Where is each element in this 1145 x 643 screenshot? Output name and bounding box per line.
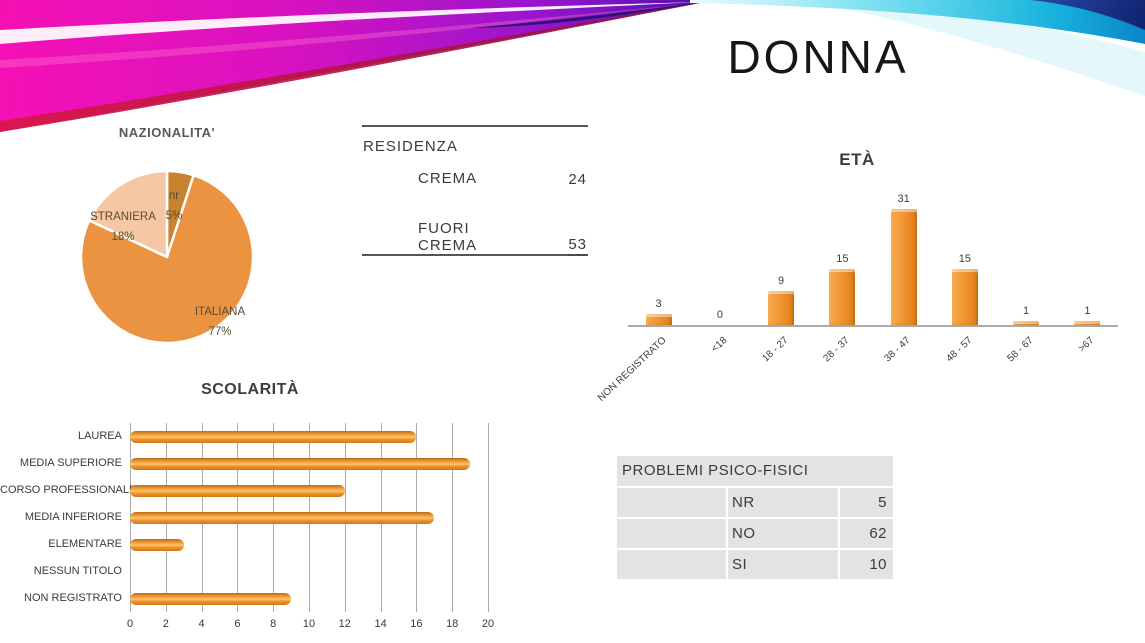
problemi-row-label: SI (728, 550, 838, 579)
eta-value-label: 15 (836, 252, 849, 265)
residenza-title: RESIDENZA (363, 138, 458, 155)
scolarita-axis-tick: 20 (481, 618, 495, 630)
slide-title: DONNA (727, 31, 909, 83)
pie-data-label-ITALIANA: ITALIANA 77% (194, 306, 246, 338)
eta-category-label: >67 (1076, 335, 1097, 355)
pie-data-label-STRANIERA: STRANIERA 18% (90, 211, 156, 243)
problemi-row-label: NO (728, 519, 838, 548)
scolarita-bar-CORSO PROFESSIONALE (130, 484, 345, 497)
eta-value-label: 31 (897, 192, 910, 205)
eta-value-label: 0 (716, 309, 723, 321)
scolarita-axis-tick: 2 (162, 618, 169, 630)
scolarita-gridline (488, 423, 489, 612)
eta-category-label: NON REGISTRATO (595, 335, 669, 404)
eta-value-label: 9 (778, 275, 785, 288)
eta-category-label: 48 - 57 (944, 335, 975, 365)
scolarita-category-label: CORSO PROFESSIONALE (0, 483, 137, 496)
eta-value-label: 1 (1084, 305, 1091, 318)
eta-category-label: <18 (709, 335, 730, 355)
eta-bar->67 (1074, 321, 1101, 325)
ribbon-left-white-streak (0, 2, 700, 44)
residenza-row-value: 24 (568, 171, 587, 188)
scolarita-category-label: LAUREA (77, 429, 122, 442)
scolarita-category-label: ELEMENTARE (48, 537, 122, 550)
eta-bar-28 - 37 (829, 268, 856, 325)
eta-category-label: 18 - 27 (760, 335, 791, 365)
eta-value-label: 1 (1023, 305, 1030, 318)
problemi-row-value: 10 (840, 550, 893, 579)
scolarita-axis-tick: 12 (338, 618, 351, 630)
residenza-table: RESIDENZA CREMA 24 FUORI CREMA 53 (362, 125, 588, 256)
scolarita-category-label: NESSUN TITOLO (33, 564, 122, 577)
table-row: NR 5 (617, 488, 893, 517)
table-row: NO 62 (617, 519, 893, 548)
scolarita-axis-tick: 14 (374, 618, 387, 630)
problemi-row-value: 62 (840, 519, 893, 548)
empty-cell (617, 550, 726, 579)
ribbon-left-crimson-edge (0, 0, 716, 132)
scolarita-gridline (452, 423, 454, 612)
eta-bar-NON REGISTRATO (645, 313, 672, 325)
eta-bar-chart: 3 NON REGISTRATO 0 <18 9 18 - 27 15 28 - 37 31 38… (595, 192, 1118, 404)
eta-bar-58 - 67 (1013, 321, 1040, 325)
scolarita-axis-tick: 6 (234, 618, 241, 630)
eta-category-label: 58 - 67 (1005, 335, 1036, 365)
scolarita-bar-NON REGISTRATO (130, 592, 292, 605)
empty-cell (617, 488, 726, 517)
scolarita-axis-tick: 0 (126, 618, 134, 630)
scolarita-axis-tick: 4 (198, 618, 205, 630)
scolarita-chart-title: SCOLARITÀ (201, 381, 299, 398)
nazionalita-pie-chart: nr 5% ITALIANA 77% STRANIERA 18% (77, 167, 257, 347)
scolarita-axis-tick: 18 (446, 618, 459, 630)
scolarita-axis-tick: 8 (270, 618, 277, 630)
eta-bar-48 - 57 (951, 268, 978, 325)
scolarita-category-label: MEDIA INFERIORE (24, 510, 122, 523)
eta-chart-title: ETÀ (839, 150, 875, 169)
scolarita-bar-MEDIA INFERIORE (130, 511, 435, 524)
ribbon-right-main (690, 0, 1145, 44)
pie-data-label-nr: nr 5% (165, 190, 183, 222)
scolarita-bar-MEDIA SUPERIORE (130, 457, 471, 470)
scolarita-axis-tick: 10 (302, 618, 316, 630)
ribbon-right-navy (1030, 0, 1145, 30)
problemi-row-value: 5 (840, 488, 893, 517)
scolarita-bar-ELEMENTARE (130, 538, 184, 551)
scolarita-category-label: NON REGISTRATO (24, 591, 122, 604)
ribbon-left-highlight (0, 4, 690, 68)
residenza-row-label: CREMA (418, 170, 478, 187)
nazionalita-chart-title: NAZIONALITA' (118, 125, 216, 140)
nazionalita-pie (79, 169, 255, 345)
eta-bar-38 - 47 (890, 208, 917, 325)
scolarita-axis-tick: 16 (410, 618, 423, 630)
residenza-row-label: FUORI CREMA (418, 220, 478, 254)
eta-category-label: 38 - 47 (882, 335, 914, 365)
empty-cell (617, 519, 726, 548)
eta-value-label: 3 (655, 297, 662, 310)
problemi-table-title: PROBLEMI PSICO-FISICI (617, 456, 893, 486)
decorative-ribbon (0, 0, 1145, 132)
pie-slice-STRANIERA (87, 169, 169, 259)
ribbon-right-wash (850, 8, 1145, 96)
eta-bar-18 - 27 (768, 291, 795, 325)
scolarita-bar-chart: 0 2 4 6 8 10 12 14 16 18 20 (127, 423, 494, 630)
pie-slice-ITALIANA (79, 173, 255, 345)
residenza-row-value: 53 (568, 236, 587, 256)
problemi-row-label: NR (728, 488, 838, 517)
scolarita-bar-LAUREA (130, 430, 417, 443)
eta-value-label: 15 (958, 252, 972, 265)
scolarita-category-label: MEDIA SUPERIORE (19, 456, 122, 469)
eta-category-label: 28 - 37 (821, 335, 852, 365)
problemi-psico-fisici-table: PROBLEMI PSICO-FISICI NR 5 NO 62 SI 10 (617, 456, 893, 579)
table-row: SI 10 (617, 550, 893, 579)
